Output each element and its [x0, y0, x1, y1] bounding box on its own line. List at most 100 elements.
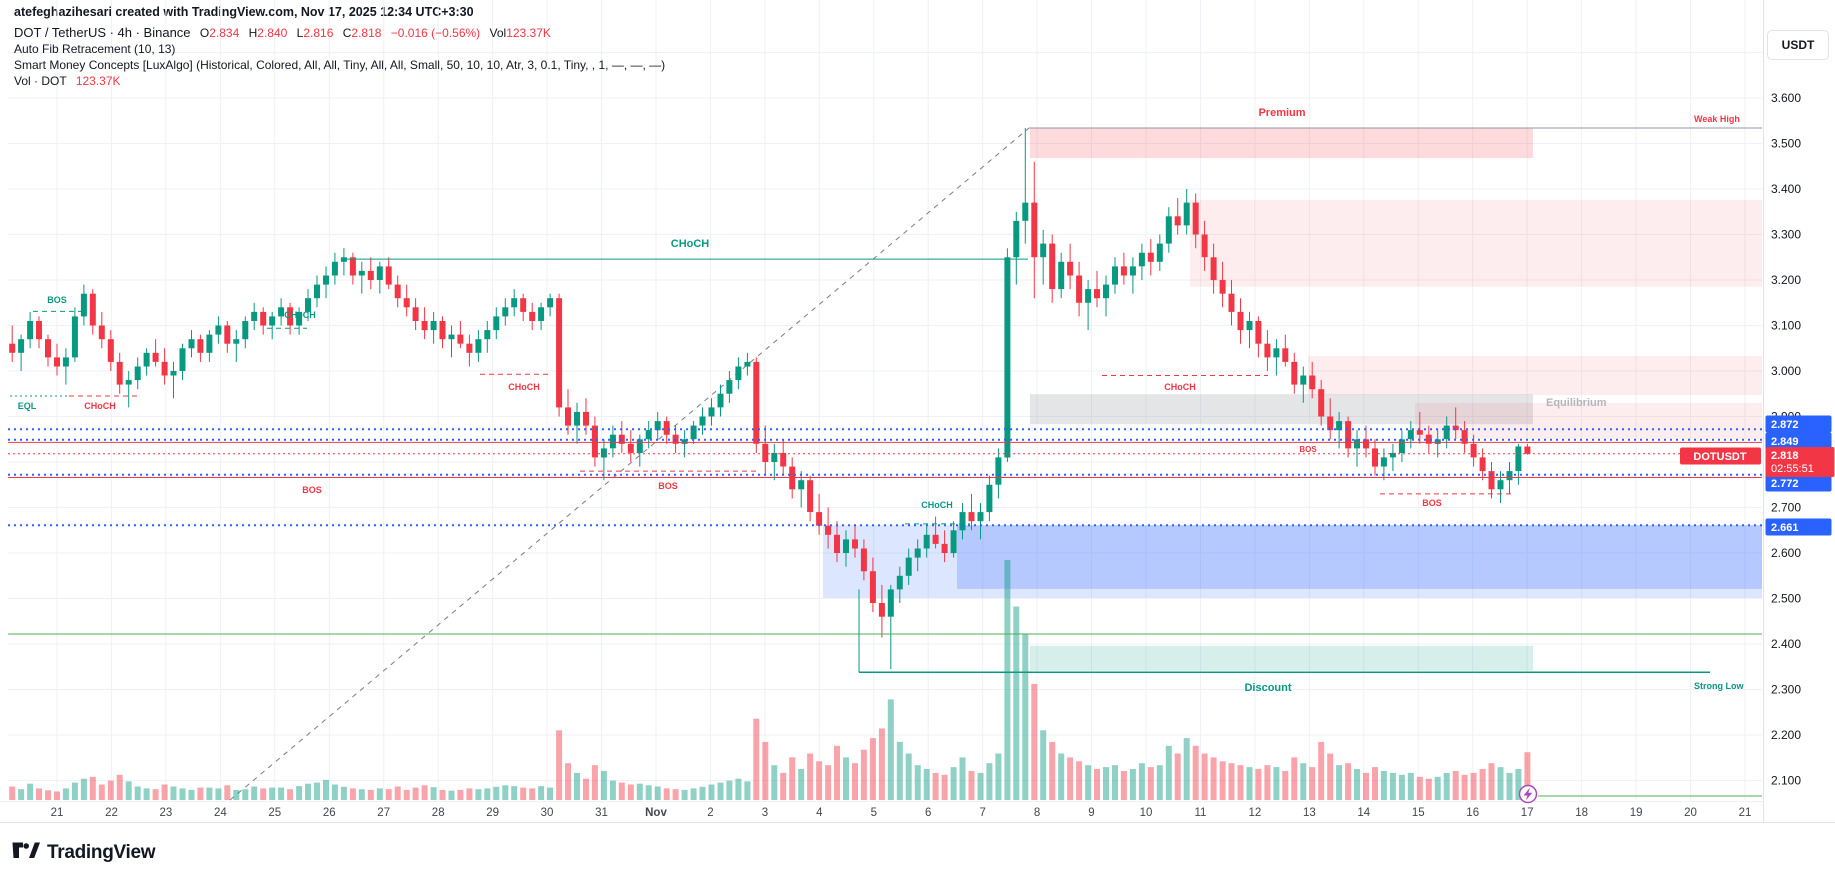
low-label: L	[296, 26, 304, 40]
time-axis-bg	[0, 801, 1835, 883]
svg-text:CHoCH: CHoCH	[671, 238, 710, 250]
svg-text:BOS: BOS	[47, 295, 67, 305]
currency-toggle-button[interactable]: USDT	[1767, 30, 1829, 60]
open-label: O	[199, 26, 210, 40]
svg-text:BOS: BOS	[658, 481, 678, 491]
svg-text:2.200: 2.200	[1771, 728, 1801, 742]
equilibrium-zone	[1030, 394, 1533, 425]
svg-text:17: 17	[1521, 807, 1534, 819]
fib-trendline[interactable]	[229, 127, 1030, 801]
attribution-header: atefeghazihesari created with TradingVie…	[14, 5, 474, 19]
svg-text:23: 23	[160, 807, 173, 819]
svg-text:CHoCH: CHoCH	[284, 310, 316, 320]
legend-symbol-row[interactable]: DOT / TetherUS · 4h · Binance O2.834 H2.…	[14, 25, 665, 41]
svg-text:20: 20	[1684, 807, 1697, 819]
svg-text:Weak High: Weak High	[1694, 114, 1740, 124]
svg-text:29: 29	[486, 807, 499, 819]
time-axis[interactable]: 21 22 23 24 25 26 27 28 29 30 31 Nov 2 3 4 5 6 7 8 9 10 11 12 1…	[51, 807, 1752, 819]
high-label: H	[248, 26, 258, 40]
svg-text:CHoCH: CHoCH	[508, 382, 540, 392]
close-value: 2.818	[351, 26, 382, 40]
close-label: C	[342, 26, 352, 40]
svg-text:7: 7	[979, 807, 985, 819]
svg-text:3.000: 3.000	[1771, 364, 1801, 378]
symbol-price-tag	[1680, 447, 1761, 465]
svg-text:3.300: 3.300	[1771, 228, 1801, 242]
svg-text:CHoCH: CHoCH	[1164, 382, 1196, 392]
svg-text:3.200: 3.200	[1771, 273, 1801, 287]
high-value: 2.840	[257, 26, 288, 40]
svg-text:21: 21	[1739, 807, 1752, 819]
svg-text:3.400: 3.400	[1771, 182, 1801, 196]
premium-zone	[1030, 128, 1533, 158]
svg-text:Strong Low: Strong Low	[1694, 681, 1744, 691]
demand-zone-light	[823, 525, 1762, 598]
svg-text:Discount: Discount	[1244, 682, 1291, 694]
tradingview-logo[interactable]: TradingView	[12, 842, 156, 864]
svg-text:3.600: 3.600	[1771, 91, 1801, 105]
svg-text:Equilibrium: Equilibrium	[1546, 397, 1607, 409]
symbol-title[interactable]: DOT / TetherUS · 4h · Binance	[14, 25, 191, 40]
demand-zone-dark	[957, 525, 1762, 589]
svg-text:DOTUSDT: DOTUSDT	[1693, 451, 1746, 463]
legend-smc-row[interactable]: Smart Money Concepts [LuxAlgo] (Historic…	[14, 58, 666, 72]
svg-text:2.700: 2.700	[1771, 501, 1801, 515]
svg-text:18: 18	[1575, 807, 1588, 819]
svg-text:2: 2	[707, 807, 713, 819]
tradingview-logo-text: TradingView	[47, 842, 156, 863]
supply-zone-high	[1190, 199, 1762, 287]
svg-text:2.600: 2.600	[1771, 546, 1801, 560]
svg-text:6: 6	[925, 807, 931, 819]
open-value: 2.834	[209, 26, 240, 40]
vol-indicator-label: Vol · DOT	[14, 74, 67, 88]
svg-text:BOS: BOS	[302, 485, 322, 495]
last-price-tag	[1765, 447, 1835, 477]
svg-text:27: 27	[377, 807, 390, 819]
supply-zone-mid	[1308, 356, 1762, 396]
bar-countdown: 02:55:51	[1771, 463, 1814, 475]
svg-text:2.872: 2.872	[1771, 419, 1799, 431]
svg-text:10: 10	[1140, 807, 1153, 819]
legend-fib-row[interactable]: Auto Fib Retracement (10, 13)	[14, 42, 176, 56]
vol-indicator-value: 123.37K	[75, 74, 121, 88]
svg-text:25: 25	[268, 807, 281, 819]
svg-text:22: 22	[105, 807, 118, 819]
svg-text:BOS: BOS	[1422, 498, 1442, 508]
discount-zone	[1030, 645, 1533, 671]
svg-text:2.100: 2.100	[1771, 774, 1801, 788]
svg-text:16: 16	[1466, 807, 1479, 819]
svg-text:CHoCH: CHoCH	[921, 500, 953, 510]
svg-text:BOS: BOS	[1299, 445, 1317, 454]
svg-text:9: 9	[1088, 807, 1094, 819]
svg-text:26: 26	[323, 807, 336, 819]
svg-text:15: 15	[1412, 807, 1425, 819]
legend-volume-row[interactable]: Vol · DOT 123.37K	[14, 73, 665, 89]
svg-text:21: 21	[51, 807, 64, 819]
tradingview-logo-icon	[12, 842, 40, 864]
svg-text:28: 28	[432, 807, 445, 819]
svg-text:2.300: 2.300	[1771, 683, 1801, 697]
svg-text:5: 5	[871, 807, 877, 819]
svg-text:2.661: 2.661	[1771, 522, 1799, 534]
svg-text:2.400: 2.400	[1771, 637, 1801, 651]
lightning-icon[interactable]	[1518, 784, 1538, 804]
change-value: −0.016 (−0.56%)	[390, 26, 481, 40]
smc-zones	[823, 128, 1762, 671]
svg-text:2.818: 2.818	[1771, 450, 1799, 462]
svg-text:11: 11	[1195, 807, 1207, 819]
svg-text:3: 3	[762, 807, 768, 819]
svg-text:19: 19	[1630, 807, 1643, 819]
svg-text:4: 4	[816, 807, 823, 819]
svg-text:CHoCH: CHoCH	[84, 401, 116, 411]
svg-text:3.500: 3.500	[1771, 137, 1801, 151]
svg-text:30: 30	[541, 807, 554, 819]
candles	[9, 128, 1531, 669]
level-lines	[8, 127, 1762, 797]
svg-text:12: 12	[1249, 807, 1262, 819]
svg-text:Premium: Premium	[1258, 107, 1305, 119]
svg-text:2.500: 2.500	[1771, 592, 1801, 606]
supply-zone-low	[1415, 402, 1762, 439]
